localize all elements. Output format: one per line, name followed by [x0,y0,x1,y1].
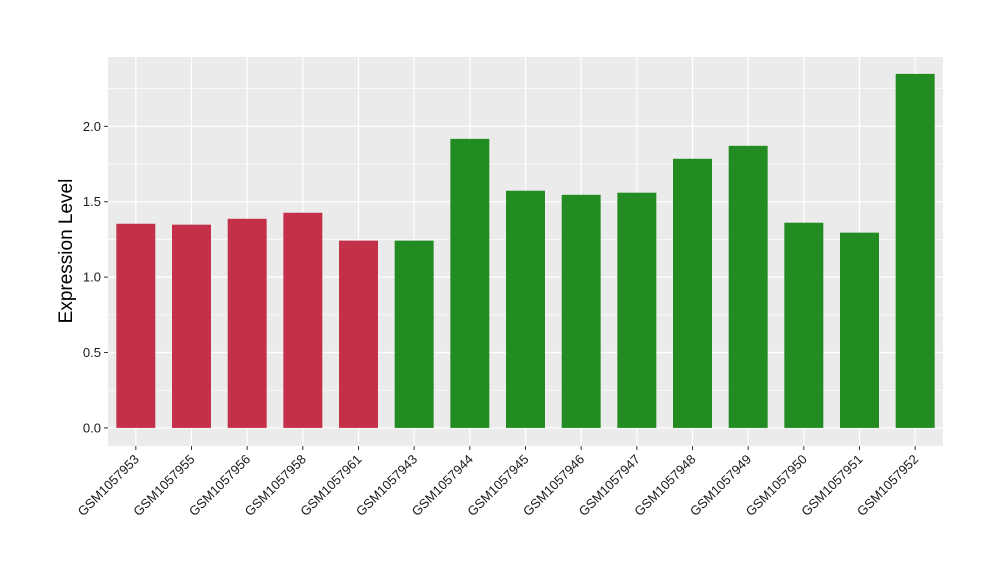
bar-GSM1057943 [394,240,434,428]
x-axis: GSM1057953GSM1057955GSM1057956GSM1057958… [75,446,921,519]
bar-GSM1057956 [227,218,267,428]
bar-GSM1057961 [339,240,378,428]
y-axis: 0.0 0.5 1.0 1.5 2.0 [83,119,108,435]
bar-GSM1057950 [784,222,824,428]
bar-GSM1057951 [840,232,879,428]
bar-GSM1057946 [561,194,601,428]
bar-GSM1057958 [283,212,323,428]
bar-GSM1057944 [450,138,490,428]
bar-GSM1057945 [506,190,545,428]
bar-GSM1057949 [728,145,768,428]
y-tick-label: 2.0 [83,119,101,134]
y-tick-label: 1.0 [83,270,101,285]
bar-GSM1057955 [172,224,211,428]
bar-GSM1057952 [895,73,935,428]
y-tick-label: 0.5 [83,345,101,360]
y-axis-label: Expression Level [56,179,77,324]
y-tick-label: 1.5 [83,194,101,209]
y-tick-label: 0.0 [83,420,101,435]
bars [116,73,935,428]
bar-GSM1057953 [116,223,156,428]
bar-GSM1057947 [617,192,657,428]
bar-GSM1057948 [673,158,712,428]
